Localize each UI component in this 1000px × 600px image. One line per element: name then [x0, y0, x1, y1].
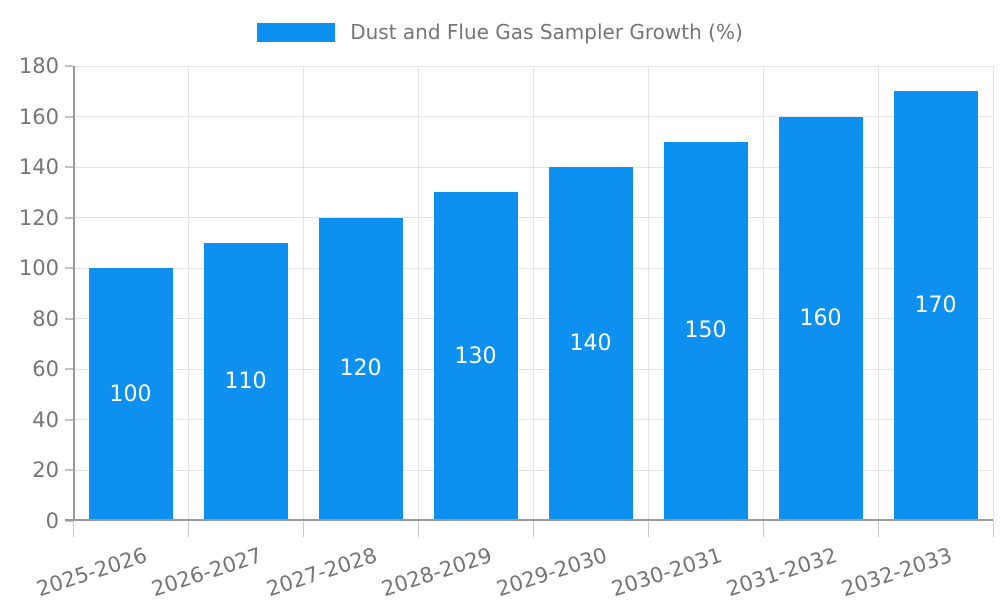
bar: [893, 91, 978, 519]
bar-value-label: 110: [224, 368, 267, 394]
x-tick-mark: [762, 521, 764, 537]
x-tick-label: 2026-2027: [148, 543, 265, 600]
y-tick-label: 120: [18, 205, 59, 230]
y-axis-line: [73, 66, 75, 521]
y-tick-mark: [65, 418, 73, 421]
x-tick-mark: [302, 521, 304, 537]
bar: [548, 167, 633, 519]
v-gridline: [877, 66, 879, 521]
x-tick-mark: [417, 521, 419, 537]
x-tick-label: 2027-2028: [263, 543, 380, 600]
x-tick-label: 2032-2033: [838, 543, 955, 600]
y-tick-mark: [65, 469, 73, 472]
chart-legend: Dust and Flue Gas Sampler Growth (%): [0, 20, 1000, 44]
v-gridline: [302, 66, 304, 521]
x-tick-mark: [647, 521, 649, 537]
legend-label: Dust and Flue Gas Sampler Growth (%): [350, 20, 743, 44]
x-tick-mark: [877, 521, 879, 537]
bar-value-label: 140: [569, 331, 612, 357]
y-tick-label: 80: [32, 306, 59, 331]
x-tick-label: 2030-2031: [608, 543, 725, 600]
bar-value-label: 150: [684, 318, 727, 344]
x-tick-mark: [72, 521, 74, 537]
y-tick-mark: [65, 65, 73, 67]
x-tick-mark: [187, 521, 189, 537]
y-tick-mark: [65, 317, 73, 320]
bar: [663, 141, 748, 519]
y-tick-mark: [65, 166, 73, 169]
y-tick-mark: [65, 115, 73, 118]
bar: [318, 217, 403, 519]
y-tick-label: 140: [18, 155, 59, 180]
y-tick-mark: [65, 520, 73, 522]
plot-area: 0 20 40 60 80 100 120 140 160 180 100 2025-2026 110 2…: [19, 54, 994, 600]
x-axis-line: [65, 519, 993, 521]
x-tick-label: 2028-2029: [378, 543, 495, 600]
y-tick-mark: [65, 368, 73, 371]
x-tick-label: 2025-2026: [33, 543, 150, 600]
y-tick-label: 20: [32, 458, 59, 483]
v-gridline: [762, 66, 764, 521]
bar: [88, 268, 173, 519]
bar: [203, 242, 288, 519]
y-tick-label: 180: [18, 54, 59, 78]
y-tick-label: 0: [45, 509, 59, 533]
y-tick-mark: [65, 267, 73, 270]
bar-value-label: 160: [799, 305, 842, 331]
legend-swatch: [257, 22, 336, 42]
v-gridline: [417, 66, 419, 521]
v-gridline: [647, 66, 649, 521]
bar-value-label: 130: [454, 343, 497, 369]
bar: [433, 192, 518, 519]
bar-value-label: 120: [339, 356, 382, 382]
x-tick-mark: [532, 521, 534, 537]
y-tick-label: 100: [18, 256, 59, 281]
x-tick-mark: [992, 521, 994, 537]
v-gridline: [992, 66, 994, 521]
v-gridline: [532, 66, 534, 521]
x-tick-label: 2031-2032: [723, 543, 840, 600]
v-gridline: [187, 66, 189, 521]
y-tick-label: 60: [32, 357, 59, 382]
x-tick-label: 2029-2030: [493, 543, 610, 600]
bar-value-label: 170: [914, 293, 957, 319]
y-tick-label: 40: [32, 407, 59, 432]
y-tick-label: 160: [18, 104, 59, 129]
y-tick-mark: [65, 216, 73, 219]
bar: [778, 116, 863, 519]
bar-value-label: 100: [109, 381, 152, 407]
